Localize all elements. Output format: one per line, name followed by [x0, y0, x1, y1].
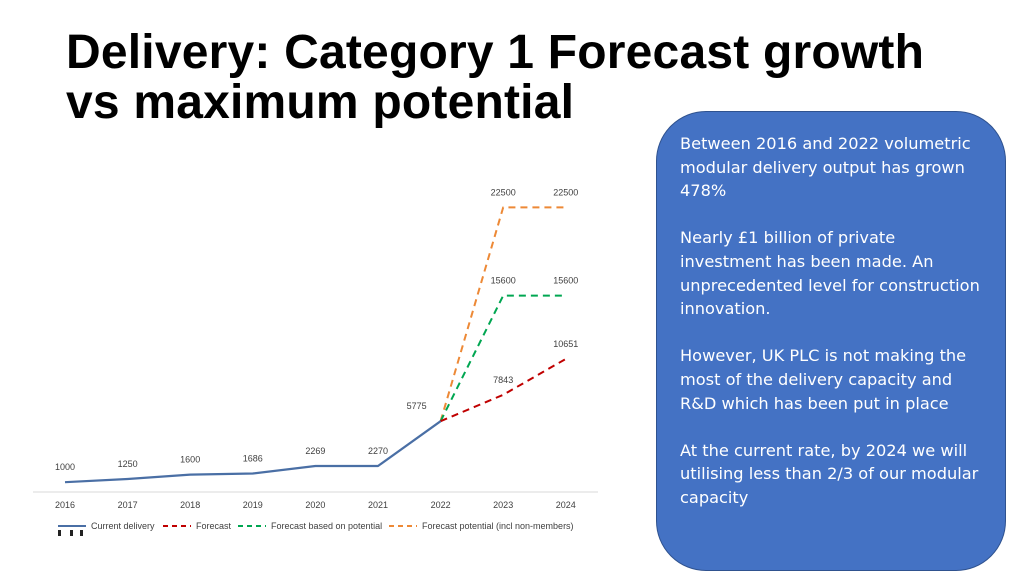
x-tick-label: 2017 — [118, 500, 138, 510]
data-label: 22500 — [553, 187, 578, 197]
series-line-2 — [439, 294, 566, 422]
x-tick-label: 2020 — [305, 500, 325, 510]
info-paragraph: At the current rate, by 2024 we will uti… — [680, 440, 979, 507]
series-line-0 — [64, 420, 442, 484]
legend-label: Forecast potential (incl non-members) — [422, 521, 574, 531]
data-label: 7843 — [493, 375, 513, 385]
delivery-line-chart: 1000 1250 1600 1686 2269 2270 5775 7843 10651 156… — [33, 187, 598, 531]
chart-legend: Current delivery Forecast Forecast based o… — [58, 521, 574, 531]
x-tick-label: 2023 — [493, 500, 513, 510]
info-paragraph: Nearly £1 billion of private investment … — [680, 228, 980, 319]
data-label: 15600 — [491, 276, 516, 286]
data-label: 10651 — [553, 339, 578, 349]
info-paragraph: However, UK PLC is not making the most o… — [680, 346, 967, 413]
x-tick-label: 2016 — [55, 500, 75, 510]
legend-label: Forecast — [196, 521, 232, 531]
x-tick-label: 2024 — [556, 500, 576, 510]
cropped-text-fragment — [58, 530, 98, 536]
title-line-1: Delivery: Category 1 Forecast growth — [66, 26, 925, 79]
data-label: 15600 — [553, 276, 578, 286]
data-label: 2269 — [305, 446, 325, 456]
info-paragraph: Between 2016 and 2022 volumetric modular… — [680, 134, 971, 201]
series-line-3 — [439, 206, 566, 422]
legend-label: Forecast based on potential — [271, 521, 382, 531]
data-label: 2270 — [368, 446, 388, 456]
series-line-1 — [440, 358, 567, 423]
title-line-2: vs maximum potential — [66, 76, 575, 129]
data-label: 1000 — [55, 462, 75, 472]
page-title: Delivery: Category 1 Forecast growth vs … — [66, 28, 924, 128]
data-label: 1600 — [180, 455, 200, 465]
data-label: 5775 — [407, 401, 427, 411]
data-label: 1686 — [243, 453, 263, 463]
x-tick-layer: 2016 2017 2018 2019 2020 2021 2022 2023 2024 — [55, 500, 576, 510]
x-tick-label: 2021 — [368, 500, 388, 510]
series-layer — [64, 206, 567, 484]
info-callout: Between 2016 and 2022 volumetric modular… — [656, 111, 1006, 571]
data-label: 22500 — [491, 187, 516, 197]
x-tick-label: 2019 — [243, 500, 263, 510]
data-label: 1250 — [118, 459, 138, 469]
legend-label: Current delivery — [91, 521, 155, 531]
x-tick-label: 2022 — [431, 500, 451, 510]
x-tick-label: 2018 — [180, 500, 200, 510]
data-label-layer: 1000 1250 1600 1686 2269 2270 5775 7843 10651 156… — [55, 187, 578, 472]
